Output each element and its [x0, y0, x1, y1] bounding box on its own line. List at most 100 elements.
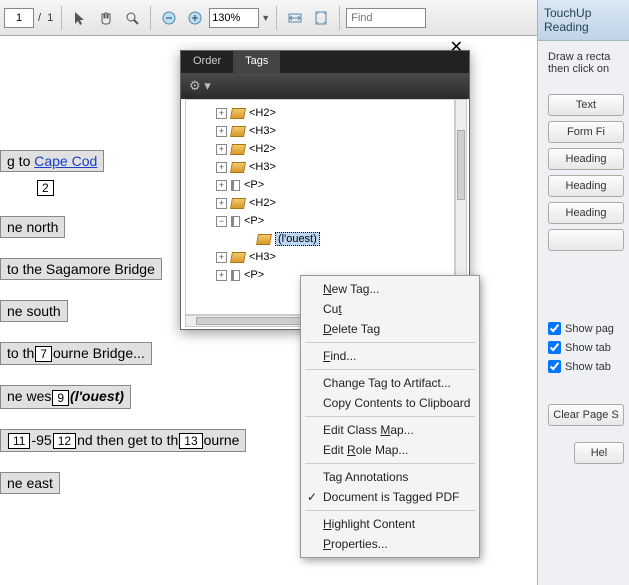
gear-icon[interactable]: ⚙ ▾ — [189, 78, 211, 94]
panel-title: TouchUp Reading — [538, 0, 629, 41]
expand-icon[interactable]: + — [216, 108, 227, 119]
text-fragment: g to Cape Cod — [0, 150, 104, 172]
page-total: 1 — [47, 12, 53, 24]
form-field-button[interactable]: Form Fi — [548, 121, 624, 143]
text-fragment: 11-9512nd then get to th13ourne — [0, 429, 246, 452]
tree-node[interactable]: + <H3> — [186, 248, 454, 266]
close-icon[interactable]: ✕ — [450, 37, 463, 57]
expand-icon[interactable]: + — [216, 252, 227, 263]
context-menu-item[interactable]: Change Tag to Artifact... — [301, 373, 479, 393]
tag-icon — [230, 252, 246, 263]
context-menu-item[interactable]: Copy Contents to Clipboard — [301, 393, 479, 413]
tree-node[interactable]: + <H2> — [186, 194, 454, 212]
empty-button[interactable] — [548, 229, 624, 251]
tree-node-label: <H3> — [249, 161, 276, 173]
order-box[interactable]: 11 — [8, 433, 30, 449]
tree-node[interactable]: + <H2> — [186, 140, 454, 158]
expand-icon[interactable]: + — [216, 198, 227, 209]
heading-button[interactable]: Heading — [548, 175, 624, 197]
tag-icon — [230, 144, 246, 155]
tree-node[interactable]: + <H2> — [186, 104, 454, 122]
page-sep: / — [38, 12, 41, 24]
panel-tabs: Order Tags — [181, 51, 469, 73]
tree-node-label: <P> — [244, 215, 264, 227]
expand-icon[interactable]: + — [216, 144, 227, 155]
context-menu-item[interactable]: Document is Tagged PDF — [301, 487, 479, 507]
hint-text: Draw a recta — [548, 51, 629, 63]
find-input[interactable] — [346, 8, 426, 28]
page-current-input[interactable] — [4, 8, 34, 28]
text-fragment: to th7ourne Bridge... — [0, 342, 152, 365]
tree-node-label: <H2> — [249, 143, 276, 155]
text-fragment: to the Sagamore Bridge — [0, 258, 162, 280]
text-fragment: ne north — [0, 216, 65, 238]
tree-node-label: (l'ouest) — [275, 232, 320, 246]
zoom-tool-icon[interactable] — [120, 6, 144, 30]
tree-node[interactable]: + <P> — [186, 176, 454, 194]
heading-button[interactable]: Heading — [548, 148, 624, 170]
tree-node-label: <H2> — [249, 197, 276, 209]
text-fragment: ne east — [0, 472, 60, 494]
context-menu-item[interactable]: Edit Class Map... — [301, 420, 479, 440]
context-menu-item[interactable]: Cut — [301, 299, 479, 319]
tag-icon — [230, 162, 246, 173]
tree-node-label: <H3> — [249, 125, 276, 137]
tree-node-label: <H2> — [249, 107, 276, 119]
tab-order[interactable]: Order — [181, 51, 233, 73]
context-menu: New Tag...CutDelete Tag Find... Change Tag… — [300, 275, 480, 558]
tag-icon — [230, 198, 246, 209]
link-cape-cod[interactable]: Cape Cod — [34, 153, 97, 169]
show-table-checkbox[interactable]: Show tab — [548, 360, 629, 373]
order-box[interactable]: 12 — [53, 433, 76, 449]
tree-node-label: <H3> — [249, 251, 276, 263]
expand-icon[interactable]: + — [216, 180, 227, 191]
tree-node[interactable]: + <H3> — [186, 122, 454, 140]
tree-node-label: <P> — [244, 179, 264, 191]
tab-tags[interactable]: Tags — [233, 51, 280, 73]
context-menu-item[interactable]: Find... — [301, 346, 479, 366]
order-box[interactable]: 9 — [52, 390, 69, 406]
context-menu-item[interactable]: Delete Tag — [301, 319, 479, 339]
tree-node[interactable]: − <P> — [186, 212, 454, 230]
order-box[interactable]: 2 — [37, 180, 54, 196]
help-button[interactable]: Hel — [574, 442, 624, 464]
text-fragment: ne wes9(l'ouest) — [0, 385, 131, 408]
zoom-in-icon[interactable] — [183, 6, 207, 30]
expand-icon[interactable]: − — [216, 216, 227, 227]
tag-icon — [256, 234, 272, 245]
hint-text: then click on — [548, 63, 629, 75]
text-fragment: ne south — [0, 300, 68, 322]
zoom-input[interactable] — [209, 8, 259, 28]
fit-page-icon[interactable] — [309, 6, 333, 30]
select-tool-icon[interactable] — [68, 6, 92, 30]
hand-tool-icon[interactable] — [94, 6, 118, 30]
context-menu-item[interactable]: New Tag... — [301, 279, 479, 299]
context-menu-item[interactable]: Highlight Content — [301, 514, 479, 534]
toolbar: / 1 ▼ — [0, 0, 629, 36]
expand-icon[interactable]: + — [216, 126, 227, 137]
text-button[interactable]: Text — [548, 94, 624, 116]
order-box[interactable]: 7 — [35, 346, 52, 362]
show-table-checkbox[interactable]: Show tab — [548, 341, 629, 354]
panel-toolbar: ⚙ ▾ — [181, 73, 469, 99]
clear-page-button[interactable]: Clear Page S — [548, 404, 624, 426]
show-page-checkbox[interactable]: Show pag — [548, 322, 629, 335]
tag-icon — [231, 180, 240, 191]
tree-node[interactable]: + <H3> — [186, 158, 454, 176]
context-menu-item[interactable]: Properties... — [301, 534, 479, 554]
expand-icon[interactable]: + — [216, 270, 227, 281]
tree-node-label: <P> — [244, 269, 264, 281]
expand-icon[interactable]: + — [216, 162, 227, 173]
tag-icon — [230, 108, 246, 119]
zoom-out-icon[interactable] — [157, 6, 181, 30]
tag-icon — [231, 270, 240, 281]
context-menu-item[interactable]: Edit Role Map... — [301, 440, 479, 460]
heading-button[interactable]: Heading — [548, 202, 624, 224]
order-box[interactable]: 13 — [179, 433, 202, 449]
tree-node[interactable]: (l'ouest) — [186, 230, 454, 248]
fit-width-icon[interactable] — [283, 6, 307, 30]
context-menu-item[interactable]: Tag Annotations — [301, 467, 479, 487]
touchup-panel: TouchUp Reading Draw a recta then click … — [537, 0, 629, 585]
tag-icon — [231, 216, 240, 227]
tag-icon — [230, 126, 246, 137]
